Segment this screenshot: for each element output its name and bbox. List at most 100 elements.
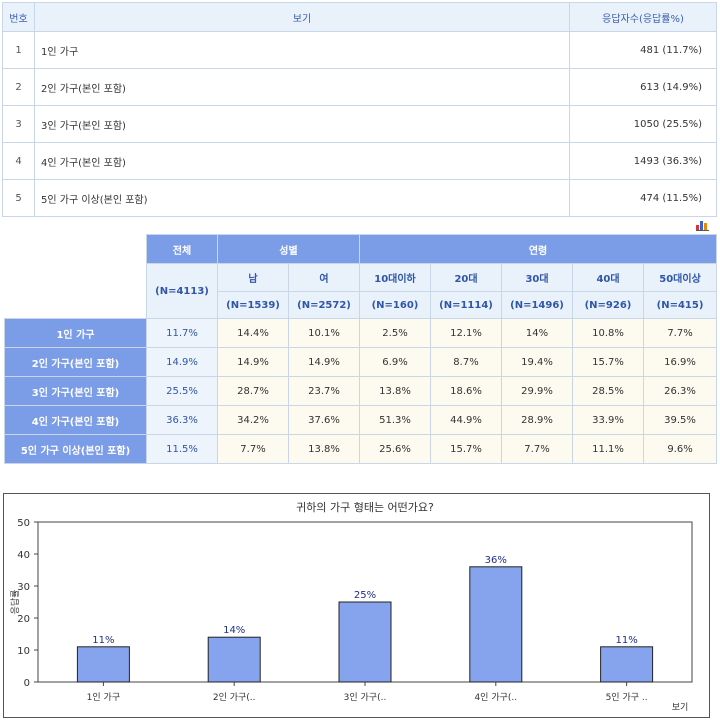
crosstab-cell: 23.7% (288, 376, 360, 406)
crosstab-total-cell: 11.7% (146, 318, 218, 348)
crosstab-cell: 28.9% (501, 405, 573, 435)
crosstab-row-label: 4인 가구(본인 포함) (4, 405, 147, 435)
crosstab-row-label: 2인 가구(본인 포함) (4, 347, 147, 377)
bar-data-label: 36% (485, 555, 507, 566)
crosstab-cell: 8.7% (430, 347, 502, 377)
crosstab-cell: 13.8% (288, 434, 360, 464)
crosstab-column-n: (N=926) (572, 291, 644, 319)
crosstab-column-label: 40대 (572, 263, 644, 292)
x-tick-label: 2인 가구(.. (213, 692, 256, 703)
x-tick-label: 5인 가구 .. (606, 692, 648, 703)
row-number: 5 (2, 179, 35, 217)
y-tick-label: 50 (17, 518, 30, 529)
crosstab-column-label: 여 (288, 263, 360, 292)
crosstab-cell: 14.4% (217, 318, 289, 348)
row-count: 613 (14.9%) (569, 68, 717, 106)
row-count: 474 (11.5%) (569, 179, 717, 217)
response-row: 5 5인 가구 이상(본인 포함) 474 (11.5%) (2, 179, 717, 217)
bar-data-label: 14% (223, 625, 245, 636)
crosstab-cell: 7.7% (501, 434, 573, 464)
crosstab-total-cell: 25.5% (146, 376, 218, 406)
crosstab-column-label: 20대 (430, 263, 502, 292)
bar-data-label: 25% (354, 590, 376, 601)
bar-data-label: 11% (615, 635, 637, 646)
crosstab-gender-header: 성별 (217, 234, 360, 264)
crosstab-cell: 14.9% (217, 347, 289, 377)
crosstab-cell: 11.1% (572, 434, 644, 464)
crosstab-row: 3인 가구(본인 포함) 25.5% 28.7% 23.7% 13.8% 18.6% 29.… (4, 376, 718, 406)
y-tick-label: 10 (17, 646, 30, 657)
response-table: 번호 보기 응답자수(응답률%) 1 1인 가구 481 (11.7%) 2 2인 가구… (2, 2, 717, 217)
crosstab-column-n: (N=2572) (288, 291, 360, 319)
crosstab-cell: 28.5% (572, 376, 644, 406)
crosstab-column-label: 10대이하 (359, 263, 431, 292)
crosstab-cell: 14.9% (288, 347, 360, 377)
crosstab-cell: 10.8% (572, 318, 644, 348)
crosstab-total-cell: 14.9% (146, 347, 218, 377)
crosstab-row: 2인 가구(본인 포함) 14.9% 14.9% 14.9% 6.9% 8.7% 19.4%… (4, 347, 718, 377)
bar (600, 646, 654, 683)
y-tick-label: 0 (24, 678, 30, 689)
crosstab-total-n: (N=4113) (146, 263, 218, 319)
crosstab-cell: 34.2% (217, 405, 289, 435)
crosstab-cell: 39.5% (642, 405, 718, 435)
crosstab-column-n: (N=1496) (501, 291, 573, 319)
crosstab-row: 4인 가구(본인 포함) 36.3% 34.2% 37.6% 51.3% 44.9% 28.… (4, 405, 718, 435)
crosstab-cell: 14% (501, 318, 573, 348)
crosstab-cell: 6.9% (359, 347, 431, 377)
crosstab-cell: 18.6% (430, 376, 502, 406)
row-number: 3 (2, 105, 35, 143)
crosstab-total-cell: 11.5% (146, 434, 218, 464)
y-tick-label: 30 (17, 582, 30, 593)
crosstab-age-header: 연령 (358, 234, 718, 264)
header-option: 보기 (34, 2, 570, 32)
response-row: 3 3인 가구(본인 포함) 1050 (25.5%) (2, 105, 717, 143)
bar-chart-svg: 귀하의 가구 형태는 어떤가요? 0 10 20 30 40 50 응답률 11% 1인 가구 14… (9, 500, 693, 713)
header-number: 번호 (2, 2, 35, 32)
y-tick-label: 20 (17, 614, 30, 625)
row-count: 1050 (25.5%) (569, 105, 717, 143)
crosstab-column-label: 30대 (501, 263, 573, 292)
y-tick-label: 40 (17, 550, 30, 561)
crosstab-cell: 16.9% (642, 347, 718, 377)
bar (207, 636, 261, 683)
crosstab-cell: 25.6% (359, 434, 431, 464)
x-tick-label: 4인 가구(.. (474, 692, 517, 703)
crosstab-column-n: (N=160) (359, 291, 431, 319)
row-number: 2 (2, 68, 35, 106)
crosstab-row-label: 1인 가구 (4, 318, 147, 348)
response-row: 1 1인 가구 481 (11.7%) (2, 31, 717, 69)
bar (76, 646, 130, 683)
y-axis-label: 응답률 (9, 590, 21, 615)
crosstab-row-label: 5인 가구 이상(본인 포함) (4, 434, 147, 464)
crosstab-row-label: 3인 가구(본인 포함) (4, 376, 147, 406)
row-option: 5인 가구 이상(본인 포함) (34, 179, 570, 217)
x-tick-label: 1인 가구 (87, 692, 120, 703)
crosstab-cell: 15.7% (572, 347, 644, 377)
bar-chart: 귀하의 가구 형태는 어떤가요? 0 10 20 30 40 50 응답률 11% 1인 가구 14… (3, 493, 710, 718)
crosstab-total-cell: 36.3% (146, 405, 218, 435)
crosstab-cell: 19.4% (501, 347, 573, 377)
response-row: 2 2인 가구(본인 포함) 613 (14.9%) (2, 68, 717, 106)
crosstab-cell: 12.1% (430, 318, 502, 348)
crosstab-row: 1인 가구 11.7% 14.4% 10.1% 2.5% 12.1% 14% 10.8% 7.7… (4, 318, 718, 348)
response-table-header: 번호 보기 응답자수(응답률%) (2, 2, 717, 32)
crosstab-column-n: (N=1539) (217, 291, 289, 319)
row-number: 1 (2, 31, 35, 69)
row-option: 3인 가구(본인 포함) (34, 105, 570, 143)
crosstab-cell: 51.3% (359, 405, 431, 435)
bar-chart-icon[interactable] (696, 219, 710, 231)
crosstab-cell: 33.9% (572, 405, 644, 435)
crosstab-table: 전체 성별 연령 (N=4113) 남 여 10대이하 20대 30대 40대 50대이상 … (4, 234, 718, 464)
x-tick-label: 3인 가구(.. (344, 692, 387, 703)
row-option: 1인 가구 (34, 31, 570, 69)
bar (469, 566, 523, 683)
crosstab-cell: 15.7% (430, 434, 502, 464)
crosstab-cell: 44.9% (430, 405, 502, 435)
crosstab-cell: 29.9% (501, 376, 573, 406)
x-axis-label: 보기 (672, 702, 689, 713)
crosstab-cell: 10.1% (288, 318, 360, 348)
crosstab-column-label: 남 (217, 263, 289, 292)
crosstab-column-label: 50대이상 (642, 263, 718, 292)
crosstab-cell: 26.3% (642, 376, 718, 406)
